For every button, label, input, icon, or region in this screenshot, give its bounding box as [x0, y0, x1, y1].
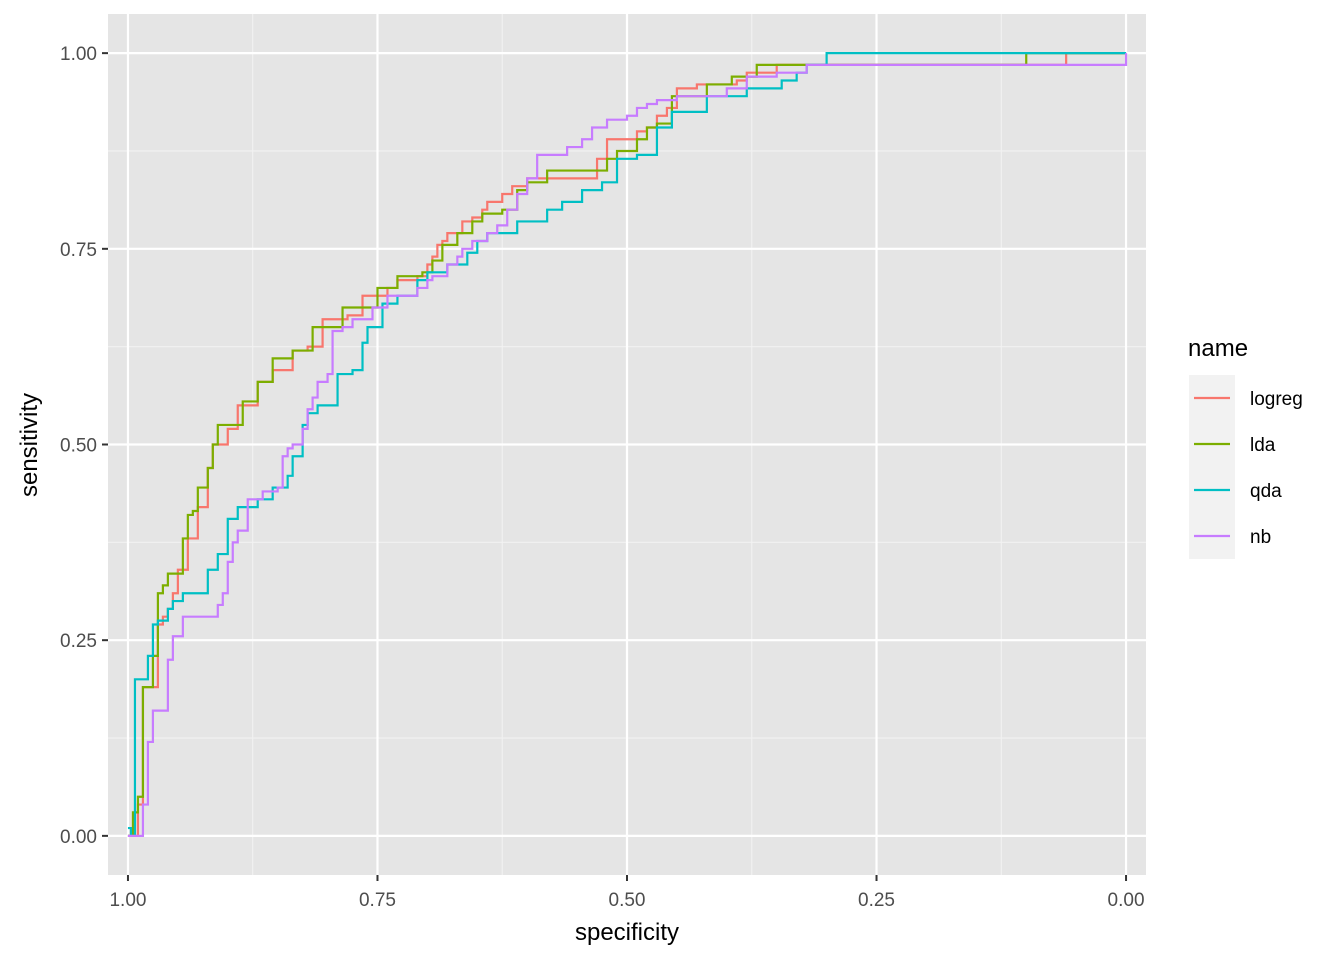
- series-line-lda: [127, 52, 1127, 837]
- series-lines: [127, 52, 1128, 837]
- legend-label-logreg: logreg: [1250, 389, 1303, 410]
- y-tick-label: 0.50: [60, 436, 97, 457]
- y-tick-label: 0.00: [60, 827, 97, 848]
- x-axis: 1.00 0.75 0.50 0.25 0.00: [109, 875, 1145, 911]
- y-tick-label: 0.25: [60, 631, 97, 652]
- x-axis-title: specificity: [575, 919, 679, 946]
- series-line-nb: [127, 53, 1128, 837]
- major-grid: [108, 14, 1146, 875]
- y-tick-label: 0.75: [60, 240, 97, 261]
- y-axis: 0.00 0.25 0.50 0.75 1.00: [60, 44, 108, 848]
- legend-title: name: [1188, 335, 1248, 362]
- x-tick-label: 0.50: [609, 890, 646, 911]
- series-line-qda: [127, 52, 1127, 837]
- y-tick-label: 1.00: [60, 44, 97, 65]
- x-tick-label: 0.25: [858, 890, 895, 911]
- x-tick-label: 0.75: [359, 890, 396, 911]
- legend-key-background: [1189, 375, 1235, 559]
- x-tick-label: 0.00: [1108, 890, 1145, 911]
- legend: name logreg lda qda nb: [1188, 335, 1303, 559]
- y-axis-title: sensitivity: [16, 393, 43, 497]
- legend-label-qda: qda: [1250, 481, 1282, 502]
- x-tick-label: 1.00: [109, 890, 146, 911]
- legend-label-lda: lda: [1250, 435, 1276, 456]
- legend-label-nb: nb: [1250, 527, 1271, 548]
